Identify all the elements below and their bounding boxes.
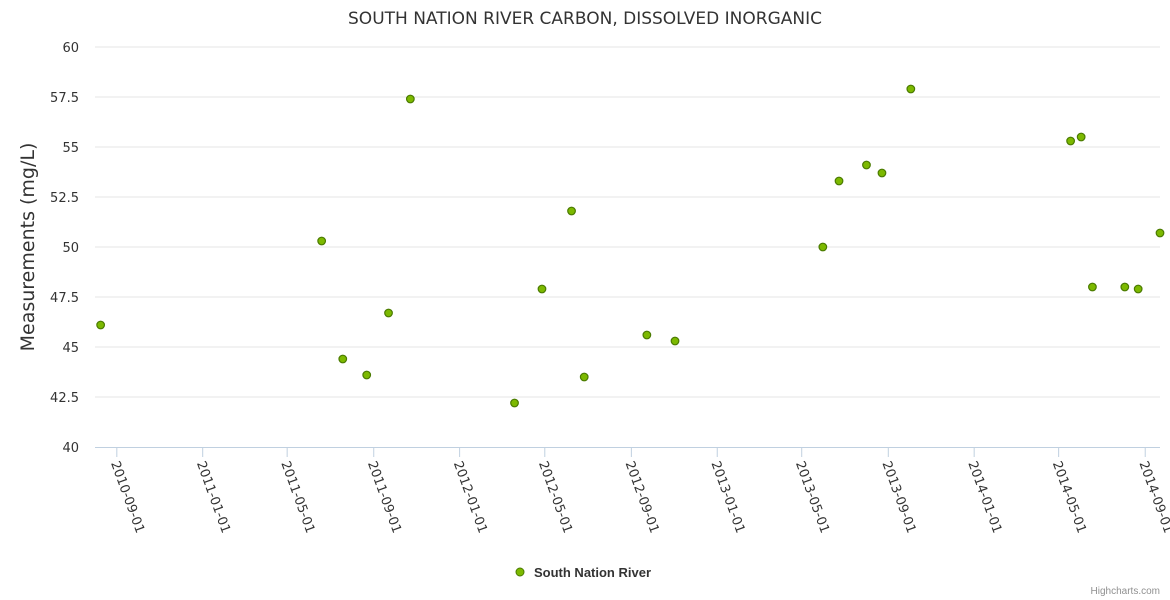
series-points[interactable] [96, 84, 1165, 408]
data-point[interactable] [1120, 282, 1130, 292]
data-point[interactable] [537, 284, 547, 294]
y-tick-label: 52.5 [50, 191, 79, 206]
x-tick-label: 2012-09-01 [622, 459, 662, 535]
data-point[interactable] [510, 398, 519, 408]
x-tick-label: 2014-09-01 [1135, 459, 1170, 535]
y-tick-label: 45 [62, 341, 79, 356]
data-point[interactable] [317, 236, 327, 246]
x-tick-label: 2010-09-01 [107, 459, 147, 535]
data-point[interactable] [877, 168, 887, 178]
data-point[interactable] [906, 84, 916, 94]
legend-item-south-nation-river[interactable]: South Nation River [534, 565, 651, 580]
y-tick-label: 42.5 [50, 391, 79, 406]
x-tick-label: 2013-05-01 [792, 459, 832, 535]
x-tick-label: 2014-01-01 [964, 459, 1004, 535]
y-axis: 40 42.5 45 47.5 50 52.5 55 57.5 60 [50, 41, 79, 456]
x-tick-label: 2011-01-01 [193, 459, 233, 535]
y-axis-label: Measurements (mg/L) [17, 143, 39, 352]
x-tick-label: 2013-09-01 [879, 459, 919, 535]
legend[interactable]: South Nation River [515, 565, 651, 580]
grid-lines [95, 46, 1160, 398]
data-point[interactable] [338, 354, 348, 364]
x-axis: 2010-09-01 2011-01-01 2011-05-01 2011-09-01… [95, 447, 1170, 535]
data-point[interactable] [405, 94, 415, 104]
data-point[interactable] [362, 370, 372, 380]
data-point[interactable] [579, 372, 589, 382]
x-tick-label: 2011-09-01 [364, 459, 404, 535]
x-tick-label: 2011-05-01 [277, 459, 317, 535]
data-point[interactable] [834, 176, 844, 186]
data-point[interactable] [1088, 282, 1097, 292]
y-tick-label: 55 [62, 141, 79, 156]
chart-title: SOUTH NATION RIVER CARBON, DISSOLVED INO… [348, 9, 822, 29]
credits-link[interactable]: Highcharts.com [1091, 586, 1160, 597]
data-point[interactable] [862, 160, 871, 170]
y-tick-label: 57.5 [50, 91, 79, 106]
data-point[interactable] [1076, 132, 1086, 142]
data-point[interactable] [567, 206, 576, 216]
x-tick-label: 2014-05-01 [1049, 459, 1089, 535]
y-tick-label: 50 [62, 241, 79, 256]
y-tick-label: 40 [62, 441, 79, 456]
data-point[interactable] [96, 320, 106, 330]
data-point[interactable] [642, 330, 652, 340]
data-point[interactable] [1066, 136, 1076, 146]
data-point[interactable] [818, 242, 828, 252]
data-point[interactable] [384, 308, 393, 318]
y-tick-label: 60 [62, 41, 79, 56]
x-tick-label: 2013-01-01 [707, 459, 747, 535]
data-point[interactable] [1133, 284, 1143, 294]
x-tick-label: 2012-05-01 [535, 459, 575, 535]
y-tick-label: 47.5 [50, 291, 79, 306]
x-tick-label: 2012-01-01 [450, 459, 490, 535]
data-point[interactable] [670, 336, 680, 346]
legend-marker[interactable] [515, 567, 525, 577]
data-point[interactable] [1155, 228, 1165, 238]
